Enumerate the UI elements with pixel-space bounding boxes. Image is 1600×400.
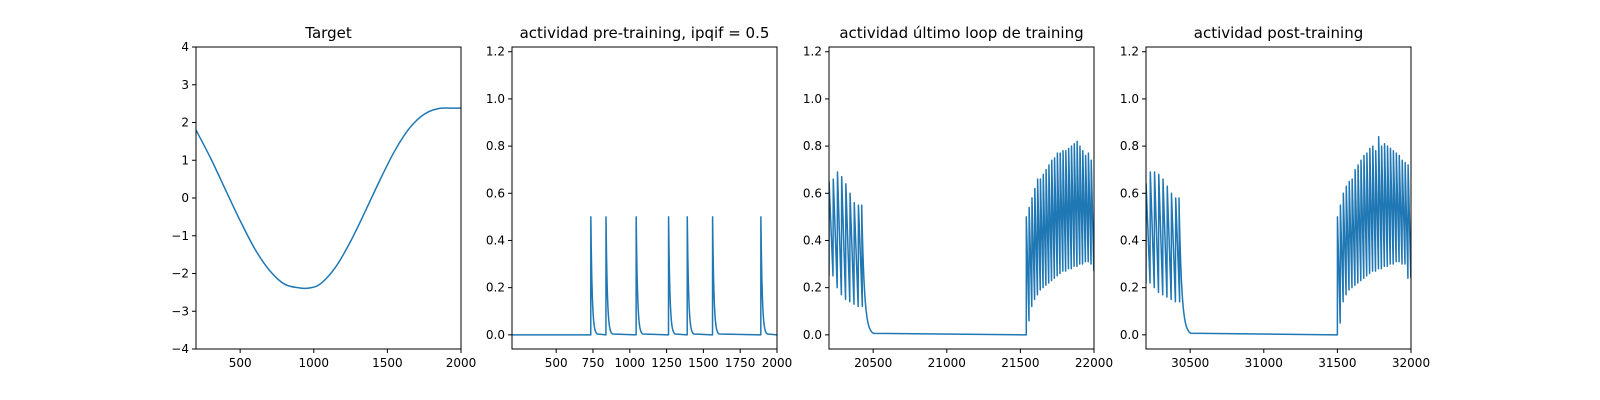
y-tick-label: 1.2 xyxy=(803,45,822,59)
pre-training-panel: actividad pre-training, ipqif = 0.5 500 7… xyxy=(486,24,792,370)
x-tick-label: 22000 xyxy=(1075,356,1113,370)
x-tick-label: 1000 xyxy=(299,356,330,370)
x-tick-label: 1250 xyxy=(651,356,682,370)
x-tick-label: 21000 xyxy=(928,356,966,370)
y-tick-label: 0.8 xyxy=(486,139,505,153)
y-tick-label: 1 xyxy=(181,153,189,167)
y-tick-label: 0.4 xyxy=(803,233,822,247)
x-tick-label: 500 xyxy=(229,356,252,370)
axes-frame xyxy=(195,46,462,350)
x-tick-label: 1000 xyxy=(615,356,646,370)
y-tick-label: 0.6 xyxy=(803,186,822,200)
y-tick-label: −4 xyxy=(171,342,189,356)
x-tick-label: 1500 xyxy=(688,356,719,370)
panel-title: actividad post-training xyxy=(1194,24,1363,42)
y-tick-label: 2 xyxy=(181,116,189,130)
y-tick-label: 1.2 xyxy=(1120,45,1139,59)
x-tick-label: 750 xyxy=(582,356,605,370)
y-tick-label: 1.0 xyxy=(803,92,822,106)
panel-title: actividad pre-training, ipqif = 0.5 xyxy=(520,24,770,42)
y-tick-label: −3 xyxy=(171,304,189,318)
panel-title: actividad último loop de training xyxy=(839,24,1083,42)
y-tick-label: 0.6 xyxy=(1120,186,1139,200)
y-tick-label: 0.8 xyxy=(803,139,822,153)
y-tick-label: 0.2 xyxy=(1120,281,1139,295)
x-tick-label: 31000 xyxy=(1245,356,1283,370)
y-tick-label: 0.8 xyxy=(1120,139,1139,153)
x-tick-label: 32000 xyxy=(1392,356,1430,370)
last-training-loop-panel: actividad último loop de training 20500 2… xyxy=(803,24,1113,370)
y-tick-label: 1.2 xyxy=(486,45,505,59)
axes-frame xyxy=(828,46,1095,350)
y-tick-label: 0.0 xyxy=(486,328,505,342)
y-tick-label: 0.4 xyxy=(486,233,505,247)
series-line xyxy=(196,107,461,290)
series-line xyxy=(512,216,777,336)
y-tick-label: 0.2 xyxy=(803,281,822,295)
y-tick-label: 0.0 xyxy=(1120,328,1139,342)
y-tick-label: 0 xyxy=(181,191,189,205)
x-tick-label: 1750 xyxy=(725,356,756,370)
y-tick-label: 0.6 xyxy=(486,186,505,200)
y-tick-label: 4 xyxy=(181,40,189,54)
post-training-panel: actividad post-training 30500 31000 31500 3… xyxy=(1120,24,1430,370)
y-tick-label: 0.4 xyxy=(1120,233,1139,247)
y-tick-label: −1 xyxy=(171,229,189,243)
y-tick-label: 1.0 xyxy=(1120,92,1139,106)
x-tick-label: 500 xyxy=(545,356,568,370)
axes-frame xyxy=(511,46,778,350)
y-tick-label: 0.0 xyxy=(803,328,822,342)
series-line xyxy=(1146,135,1411,336)
x-tick-label: 31500 xyxy=(1318,356,1356,370)
x-tick-label: 2000 xyxy=(446,356,477,370)
x-tick-label: 21500 xyxy=(1001,356,1039,370)
x-tick-label: 1500 xyxy=(372,356,403,370)
target-panel: Target 500 1000 1500 2000 −4 −3 −2 −1 0 1 2 3 4 xyxy=(171,24,476,370)
x-tick-label: 30500 xyxy=(1171,356,1209,370)
y-tick-label: 1.0 xyxy=(486,92,505,106)
x-tick-label: 20500 xyxy=(854,356,892,370)
panel-title: Target xyxy=(304,24,352,42)
axes-frame xyxy=(1145,46,1412,350)
y-tick-label: 0.2 xyxy=(486,281,505,295)
y-tick-label: −2 xyxy=(171,267,189,281)
y-tick-label: 3 xyxy=(181,78,189,92)
x-tick-label: 2000 xyxy=(762,356,793,370)
series-line xyxy=(829,140,1094,336)
